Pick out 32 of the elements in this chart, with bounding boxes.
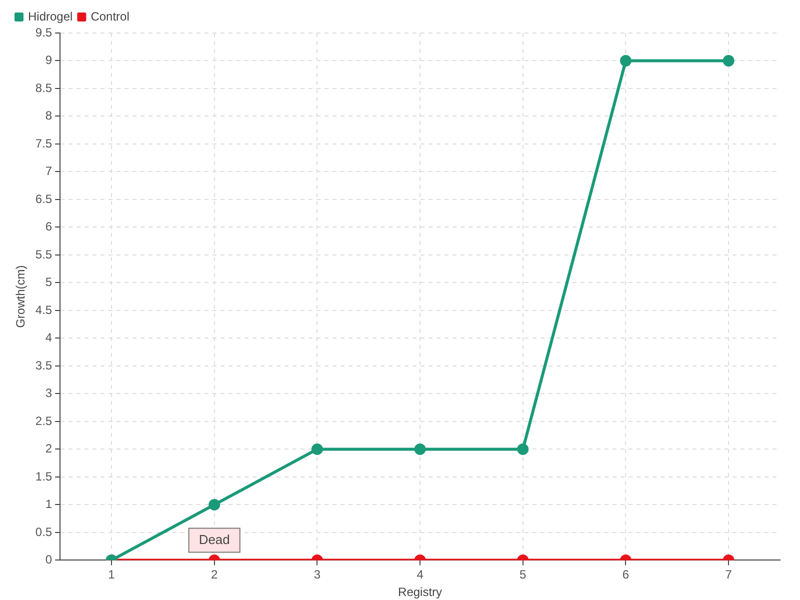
x-tick-label: 5 [520, 568, 527, 582]
annotation: Dead [198, 532, 230, 547]
x-tick-label: 4 [416, 568, 424, 582]
x-tick-label: 3 [314, 568, 321, 582]
y-tick-label: 7.5 [35, 136, 52, 150]
y-tick-label: 7 [45, 164, 52, 178]
y-tick-label: 6 [45, 220, 52, 234]
x-tick-label: 2 [211, 568, 218, 582]
y-tick-label: 4 [45, 330, 52, 345]
y-tick-label: 0 [45, 552, 52, 567]
y-tick-label: 9.5 [35, 25, 52, 40]
y-tick-label: 9 [45, 53, 52, 68]
y-tick-label: 1.5 [35, 469, 52, 484]
y-tick-label: 3.5 [35, 358, 52, 372]
y-tick-label: 1 [45, 497, 52, 512]
y-tick-label: 6.5 [35, 192, 52, 206]
y-tick-label: 8 [45, 108, 52, 123]
y-tick-label: 5.5 [35, 247, 52, 262]
y-tick-label: 3 [45, 386, 52, 400]
y-tick-label: 8.5 [35, 80, 52, 95]
x-axis-title: Registry [398, 585, 442, 600]
y-tick-label: 2.5 [35, 414, 52, 428]
x-tick-label: 7 [725, 568, 732, 582]
y-tick-label: 0.5 [35, 524, 52, 539]
x-tick-label: 1 [108, 568, 116, 582]
y-tick-label: 4.5 [35, 302, 52, 317]
legend-label: Hidrogel [28, 9, 73, 24]
x-tick-label: 6 [622, 568, 630, 582]
y-axis-title: Growth(cm) [14, 265, 28, 328]
legend-label: Control [90, 9, 130, 24]
y-tick-label: 2 [45, 442, 52, 456]
y-tick-label: 5 [45, 275, 52, 290]
